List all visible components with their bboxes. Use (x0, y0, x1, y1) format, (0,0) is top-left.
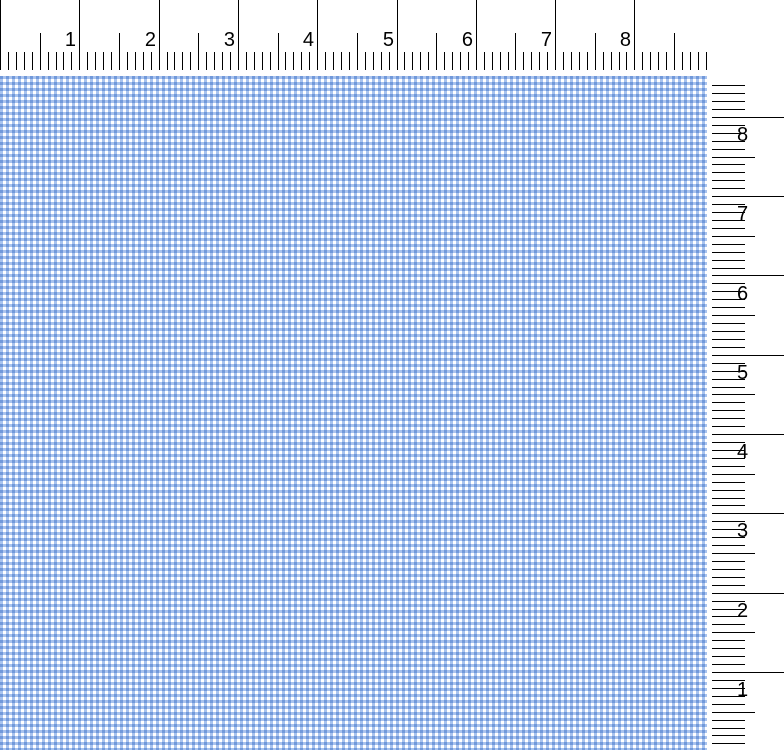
ruler-label: 1 (65, 29, 76, 51)
ruler-label: 7 (541, 29, 552, 51)
ruler-label: 6 (462, 29, 473, 51)
ruler-label: 5 (737, 362, 748, 384)
top-ruler: 1 2 3 4 5 6 7 8 (0, 0, 707, 70)
ruler-label: 3 (737, 520, 748, 542)
ruler-label: 2 (737, 600, 748, 622)
ruler-label: 4 (737, 441, 748, 463)
ruler-label: 3 (224, 29, 235, 51)
ruler-label: 7 (737, 203, 748, 225)
ruler-label: 6 (737, 283, 748, 305)
ruler-label: 4 (303, 29, 314, 51)
ruler-label: 8 (737, 124, 748, 146)
ruler-label: 1 (737, 679, 748, 701)
fabric-swatch (0, 76, 707, 750)
fabric-pattern (0, 76, 707, 750)
ruler-label: 5 (383, 29, 394, 51)
ruler-label: 2 (145, 29, 156, 51)
right-ruler: 1 2 3 4 5 6 7 8 (712, 85, 784, 744)
ruler-label: 8 (620, 29, 631, 51)
